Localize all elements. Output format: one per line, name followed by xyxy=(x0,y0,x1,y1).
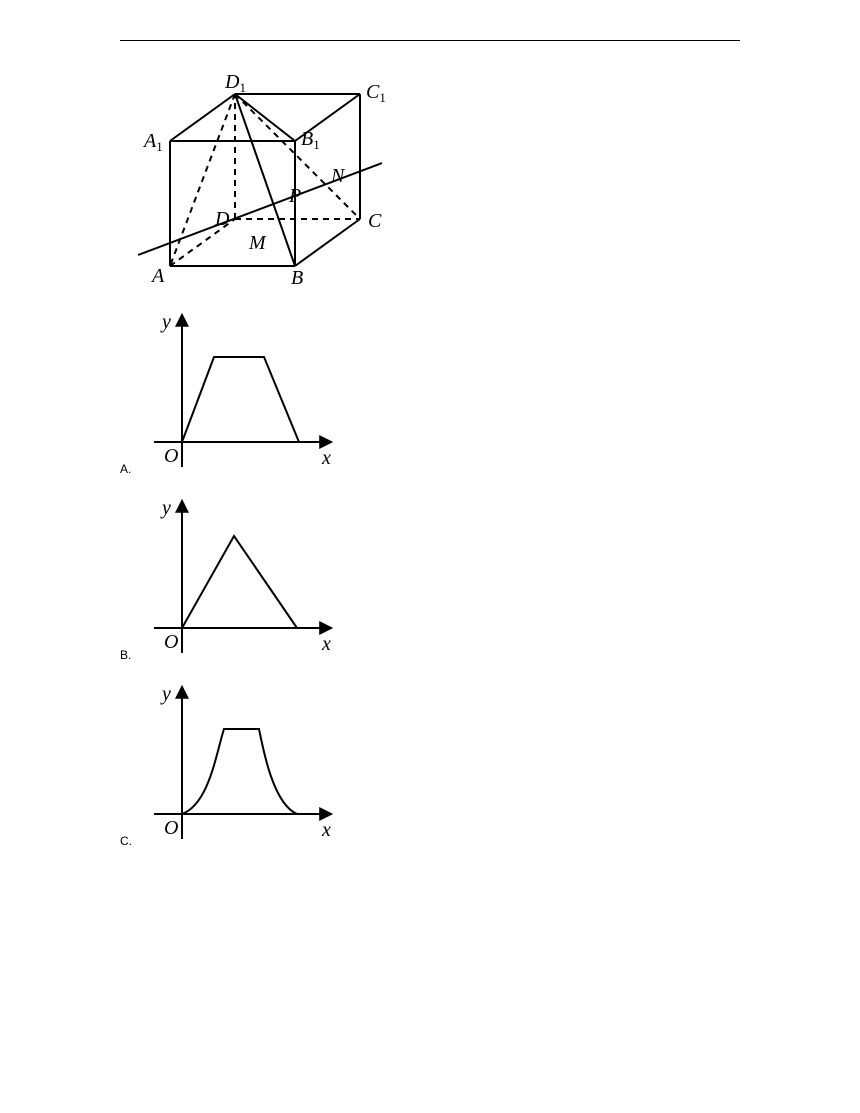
option-a-graph: y x O xyxy=(144,302,344,482)
svg-text:D: D xyxy=(214,208,230,230)
cube-figure: A B C D A1 B1 C1 D1 M N P xyxy=(130,61,760,296)
option-a-row: A. y x O xyxy=(120,302,760,482)
svg-text:A1: A1 xyxy=(142,130,163,154)
option-c-graph: y x O xyxy=(144,674,344,854)
svg-text:N: N xyxy=(330,165,346,187)
svg-text:y: y xyxy=(160,497,171,519)
option-c-label: C. xyxy=(120,834,138,854)
svg-text:M: M xyxy=(248,232,267,254)
option-b-svg: y x O xyxy=(144,488,344,663)
cube-svg: A B C D A1 B1 C1 D1 M N P xyxy=(130,61,390,291)
svg-text:C1: C1 xyxy=(366,81,386,105)
svg-text:x: x xyxy=(321,633,331,655)
svg-text:O: O xyxy=(164,445,178,467)
svg-text:B1: B1 xyxy=(301,128,320,152)
svg-text:C: C xyxy=(368,210,382,232)
svg-text:x: x xyxy=(321,447,331,469)
svg-text:y: y xyxy=(160,311,171,333)
svg-text:y: y xyxy=(160,683,171,705)
svg-text:O: O xyxy=(164,631,178,653)
option-b-graph: y x O xyxy=(144,488,344,668)
option-c-svg: y x O xyxy=(144,674,344,849)
svg-text:x: x xyxy=(321,819,331,841)
option-b-label: B. xyxy=(120,648,138,668)
option-b-row: B. y x O xyxy=(120,488,760,668)
svg-text:O: O xyxy=(164,817,178,839)
option-c-row: C. y x O xyxy=(120,674,760,854)
page: A B C D A1 B1 C1 D1 M N P A. y x O B. y x O C. y x O xyxy=(0,0,860,894)
top-rule xyxy=(120,40,740,41)
svg-text:P: P xyxy=(288,185,301,207)
svg-text:D1: D1 xyxy=(224,71,246,95)
svg-text:A: A xyxy=(150,265,165,287)
option-a-label: A. xyxy=(120,462,138,482)
option-a-svg: y x O xyxy=(144,302,344,477)
svg-text:B: B xyxy=(291,267,303,289)
